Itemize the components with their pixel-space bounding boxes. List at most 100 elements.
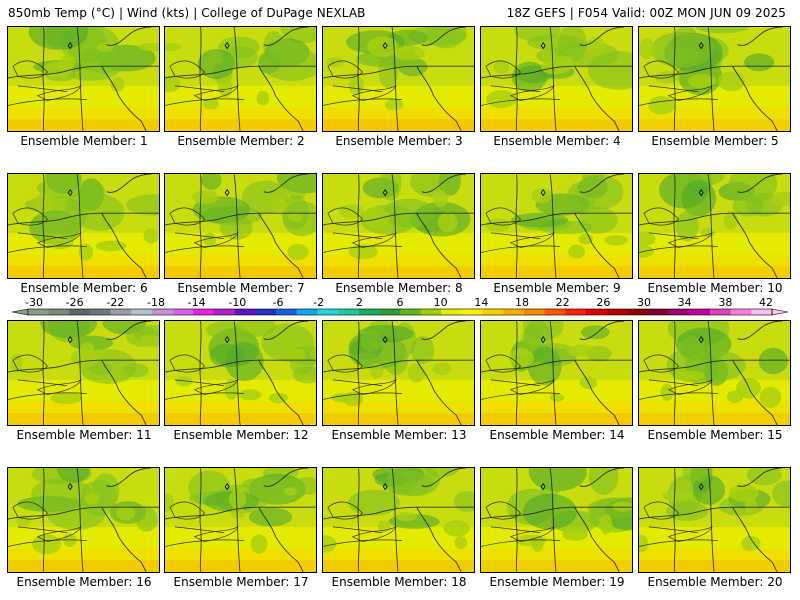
temperature-map-svg [639,27,790,131]
colorbar-swatch [276,309,297,315]
colorbar-swatch [648,309,669,315]
temperature-map-svg [481,321,632,425]
colorbar-tick-label: 38 [718,296,732,309]
colorbar-swatch [710,309,731,315]
temperature-map-svg [165,468,316,572]
colorbar-tick-label: -2 [313,296,324,309]
ensemble-member-map [480,320,633,426]
ensemble-member-map [7,467,160,573]
colorbar-swatch [544,309,566,315]
ensemble-member-label: Ensemble Member: 9 [493,281,621,295]
colorbar-tick-label: -14 [188,296,206,309]
colorbar-swatch [689,309,711,315]
ensemble-member-label: Ensemble Member: 11 [16,428,152,442]
temperature-colorbar: -30 -26 -22 -18 -14 -10 -6 -2 2 6 10 14 18 22 26 30 34 38… [0,296,800,318]
temperature-map-svg [639,174,790,278]
ensemble-member-map [164,26,317,132]
ensemble-member-label: Ensemble Member: 18 [331,575,467,589]
temperature-map-svg [165,27,316,131]
ensemble-member-label: Ensemble Member: 3 [335,134,463,148]
ensemble-member-label: Ensemble Member: 16 [16,575,152,589]
colorbar-swatch [28,309,49,315]
colorbar-tick-label: 6 [397,296,404,309]
colorbar-swatch [565,309,587,315]
temperature-map-svg [323,321,474,425]
map-title: 850mb Temp (°C) | Wind (kts) | College o… [8,6,366,20]
colorbar-tick-label: -10 [228,296,246,309]
colorbar-swatch [296,309,318,315]
colorbar-left-arrow [11,308,29,316]
ensemble-member-label: Ensemble Member: 15 [647,428,783,442]
colorbar-swatch [379,309,401,315]
colorbar-swatch [400,309,421,315]
colorbar-swatch [751,309,773,315]
ensemble-member-label: Ensemble Member: 14 [489,428,625,442]
ensemble-member-label: Ensemble Member: 4 [493,134,621,148]
temperature-map-svg [323,468,474,572]
colorbar-tick-label: 42 [759,296,773,309]
ensemble-member-map [638,320,791,426]
ensemble-member-label: Ensemble Member: 10 [647,281,783,295]
temperature-map-svg [8,468,159,572]
colorbar-swatch [462,309,483,315]
model-valid-time: 18Z GEFS | F054 Valid: 00Z MON JUN 09 20… [506,6,786,20]
ensemble-member-map [638,173,791,279]
ensemble-member-label: Ensemble Member: 5 [651,134,779,148]
colorbar-swatch [234,309,256,315]
colorbar-swatch [524,309,545,315]
colorbar-tick-label: 2 [356,296,363,309]
colorbar-swatch [110,309,132,315]
temperature-map-svg [8,321,159,425]
ensemble-member-label: Ensemble Member: 19 [489,575,625,589]
ensemble-member-map [322,26,475,132]
ensemble-member-label: Ensemble Member: 17 [173,575,309,589]
colorbar-swatch [172,309,194,315]
ensemble-member-map [322,173,475,279]
temperature-map-svg [323,27,474,131]
ensemble-member-label: Ensemble Member: 7 [177,281,305,295]
temperature-map-svg [481,468,632,572]
ensemble-member-map [7,320,160,426]
temperature-map-svg [323,174,474,278]
ensemble-member-map [164,320,317,426]
colorbar-swatch [90,309,111,315]
colorbar-swatch [69,309,91,315]
colorbar-tick-label: 22 [556,296,570,309]
colorbar-swatch [255,309,277,315]
colorbar-swatch [730,309,752,315]
ensemble-member-map [7,26,160,132]
colorbar-swatch [358,309,380,315]
colorbar-tick-label: 30 [637,296,651,309]
colorbar-swatch [586,309,607,315]
temperature-map-svg [8,174,159,278]
colorbar-outline [27,308,773,316]
temperature-map-svg [8,27,159,131]
colorbar-swatch [338,309,359,315]
temperature-map-svg [639,468,790,572]
ensemble-member-map [480,173,633,279]
colorbar-tick-label: -18 [147,296,165,309]
ensemble-member-map [164,467,317,573]
ensemble-member-label: Ensemble Member: 6 [20,281,148,295]
ensemble-member-label: Ensemble Member: 13 [331,428,467,442]
temperature-map-svg [639,321,790,425]
ensemble-member-map [164,173,317,279]
temperature-map-svg [481,27,632,131]
colorbar-swatch [152,309,173,315]
ensemble-member-label: Ensemble Member: 8 [335,281,463,295]
colorbar-swatch [193,309,215,315]
ensemble-member-label: Ensemble Member: 1 [20,134,148,148]
colorbar-swatch [131,309,153,315]
ensemble-member-map [322,467,475,573]
ensemble-member-map [638,467,791,573]
temperature-map-svg [481,174,632,278]
colorbar-tick-label: 18 [515,296,529,309]
temperature-map-svg [165,321,316,425]
ensemble-member-map [480,467,633,573]
colorbar-tick-label: -26 [66,296,84,309]
ensemble-member-map [638,26,791,132]
colorbar-swatch [627,309,649,315]
colorbar-right-arrow [771,308,789,316]
colorbar-tick-label: 26 [596,296,610,309]
colorbar-swatch [482,309,504,315]
